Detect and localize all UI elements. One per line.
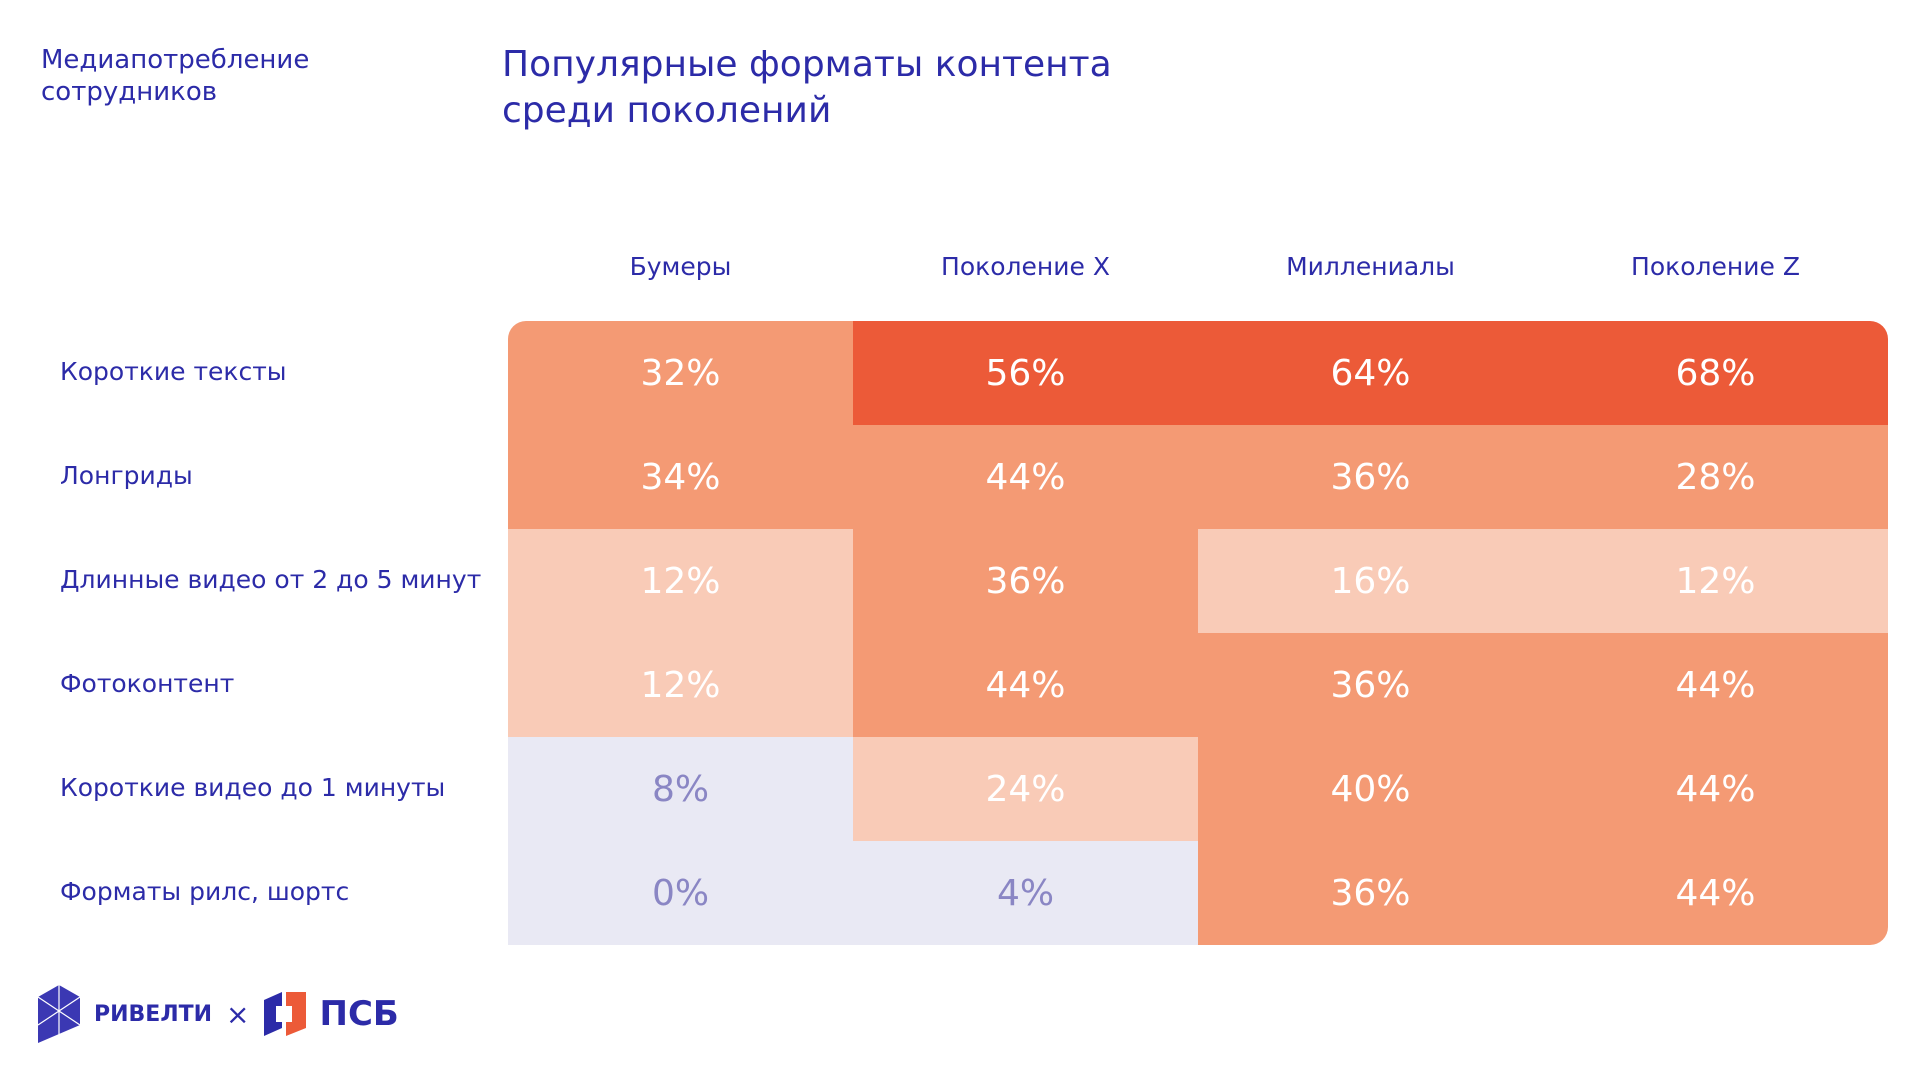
heatmap-cell: 0%	[508, 841, 853, 945]
heatmap-cell: 36%	[1198, 633, 1543, 737]
row-label: Лонгриды	[60, 461, 193, 490]
heatmap-cell: 36%	[1198, 841, 1543, 945]
value-label: 16%	[1330, 560, 1411, 602]
heatmap-cell: 36%	[853, 529, 1198, 633]
psb-icon	[263, 992, 306, 1036]
value-label: 12%	[640, 664, 721, 706]
rivelty-icon	[38, 985, 80, 1043]
value-label: 40%	[1330, 768, 1411, 810]
heatmap-cell: 68%	[1543, 321, 1888, 425]
heatmap-cell: 44%	[1543, 841, 1888, 945]
value-label: 36%	[1330, 664, 1411, 706]
heatmap-cell: 36%	[1198, 425, 1543, 529]
column-header: Поколение X	[941, 252, 1110, 281]
value-label: 24%	[985, 768, 1066, 810]
value-label: 56%	[985, 352, 1066, 394]
value-label: 4%	[996, 872, 1055, 914]
column-header: Поколение Z	[1631, 252, 1800, 281]
heatmap-cell: 8%	[508, 737, 853, 841]
heatmap-cell: 40%	[1198, 737, 1543, 841]
value-label: 34%	[640, 456, 721, 498]
column-header: Миллениалы	[1286, 252, 1455, 281]
logo-text: ПСБ	[319, 994, 399, 1034]
column-header: Бумеры	[629, 252, 732, 281]
value-label: 44%	[1675, 768, 1756, 810]
value-label: 68%	[1675, 352, 1756, 394]
heatmap-cell: 44%	[1543, 633, 1888, 737]
row-label: Длинные видео от 2 до 5 минут	[60, 565, 482, 594]
value-label: 0%	[651, 872, 710, 914]
value-label: 12%	[1675, 560, 1756, 602]
heatmap-cell: 32%	[508, 321, 853, 425]
logos: РИВЕЛТИ × ПСБ	[38, 985, 399, 1043]
value-label: 64%	[1330, 352, 1411, 394]
value-label: 44%	[1675, 664, 1756, 706]
row-label: Форматы рилс, шортс	[60, 877, 350, 906]
heatmap-cell: 12%	[1543, 529, 1888, 633]
heatmap-cell: 16%	[1198, 529, 1543, 633]
value-label: 44%	[1675, 872, 1756, 914]
row-label: Фотоконтент	[60, 669, 235, 698]
value-label: 36%	[985, 560, 1066, 602]
row-label: Короткие видео до 1 минуты	[60, 773, 446, 802]
value-label: 28%	[1675, 456, 1756, 498]
heatmap-cell: 12%	[508, 529, 853, 633]
logo-separator: ×	[226, 997, 250, 1031]
heatmap-cell: 12%	[508, 633, 853, 737]
logo-text: РИВЕЛТИ	[94, 1001, 213, 1027]
value-label: 36%	[1330, 456, 1411, 498]
value-label: 44%	[985, 664, 1066, 706]
heatmap-cell: 28%	[1543, 425, 1888, 529]
heatmap-cell: 4%	[853, 841, 1198, 945]
heatmap-cell: 44%	[853, 425, 1198, 529]
heatmap-cell: 56%	[853, 321, 1198, 425]
heatmap-cell: 44%	[1543, 737, 1888, 841]
value-label: 8%	[651, 768, 710, 810]
heatmap-cell: 64%	[1198, 321, 1543, 425]
row-label: Короткие тексты	[60, 357, 287, 386]
value-label: 12%	[640, 560, 721, 602]
heatmap-cell: 34%	[508, 425, 853, 529]
heatmap-cell: 44%	[853, 633, 1198, 737]
value-label: 32%	[640, 352, 721, 394]
heatmap-cell: 24%	[853, 737, 1198, 841]
chart-title: Популярные форматы контента среди поколе…	[502, 44, 1112, 131]
value-label: 44%	[985, 456, 1066, 498]
section-label: Медиапотребление сотрудников	[41, 45, 310, 107]
value-label: 36%	[1330, 872, 1411, 914]
